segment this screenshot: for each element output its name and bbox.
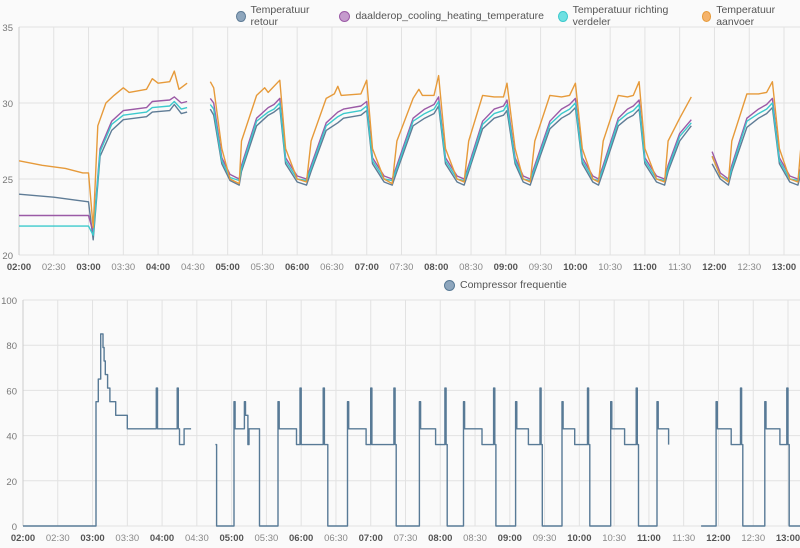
x-tick-label: 07:30	[390, 262, 414, 273]
x-tick-label: 10:30	[598, 262, 622, 273]
x-tick-label: 03:30	[111, 262, 135, 273]
x-tick-label: 04:00	[150, 533, 174, 543]
series-line-temperatuur-aanvoer	[711, 81, 800, 183]
x-tick-label: 03:30	[115, 533, 139, 543]
x-tick-label: 08:30	[463, 533, 487, 543]
legend-label: Temperatuur richting verdeler	[572, 4, 669, 28]
x-tick-label: 05:00	[219, 533, 243, 543]
y-tick-label: 80	[6, 341, 17, 352]
x-tick-label: 02:00	[11, 533, 35, 543]
x-tick-label: 02:30	[46, 533, 70, 543]
x-tick-label: 06:30	[324, 533, 348, 543]
series-line-compressor-frequentie	[23, 333, 192, 527]
x-tick-label: 09:00	[494, 262, 518, 273]
x-tick-label: 09:30	[533, 533, 557, 543]
compressor-legend: Compressor frequentie	[444, 279, 567, 291]
x-tick-label: 06:00	[289, 533, 313, 543]
legend-swatch-icon	[236, 10, 246, 22]
x-tick-label: 08:00	[428, 533, 452, 543]
series-line-daalderop-cooling-heating-temperature	[19, 96, 188, 233]
x-tick-label: 07:30	[394, 533, 418, 543]
x-tick-label: 07:00	[359, 533, 383, 543]
x-tick-label: 02:00	[7, 262, 31, 273]
x-tick-label: 02:30	[42, 262, 66, 273]
legend-swatch-icon	[558, 10, 568, 22]
temperature-plot: 20 25 30 35 02:00 02:30 03:00 03:30 04:00 04:30 05…	[2, 23, 800, 273]
legend-label: Temperatuur retour	[250, 4, 310, 28]
legend-swatch-icon	[339, 10, 351, 22]
compressor-plot: 0 20 40 60 80 100 02:00 02:30 03:00 03:30 04:00 04:…	[1, 296, 800, 544]
temperature-legend: Temperatuur retour daalderop_cooling_heat…	[236, 4, 800, 28]
y-tick-label: 40	[6, 432, 17, 443]
x-tick-label: 10:00	[567, 533, 591, 543]
y-tick-label: 20	[2, 251, 13, 262]
x-tick-label: 12:00	[702, 262, 726, 273]
compressor-chart: Compressor frequentie 0 20 40 60 80 100 02:00 0…	[0, 275, 800, 544]
series-line-temperatuur-aanvoer	[19, 70, 188, 229]
x-tick-label: 05:30	[255, 533, 279, 543]
series-line-temperatuur-richting-verdeler	[19, 100, 188, 236]
x-tick-label: 12:30	[741, 533, 765, 543]
x-tick-label: 04:00	[146, 262, 170, 273]
x-tick-label: 08:30	[459, 262, 483, 273]
series-line-compressor-frequentie	[701, 387, 800, 527]
x-tick-label: 06:30	[320, 262, 344, 273]
x-tick-label: 11:00	[633, 262, 657, 273]
x-tick-label: 10:00	[563, 262, 587, 273]
x-tick-label: 05:30	[251, 262, 275, 273]
x-tick-label: 03:00	[80, 533, 104, 543]
x-tick-label: 07:00	[355, 262, 379, 273]
x-tick-label: 13:00	[776, 533, 800, 543]
x-tick-label: 11:00	[637, 533, 661, 543]
legend-swatch-icon	[701, 10, 712, 22]
x-tick-label: 11:30	[672, 533, 695, 543]
x-tick-label: 09:00	[498, 533, 522, 543]
x-tick-label: 06:00	[285, 262, 309, 273]
y-tick-label: 35	[2, 23, 13, 34]
legend-item[interactable]: Temperatuur aanvoer	[701, 4, 800, 28]
legend-label: Temperatuur aanvoer	[716, 4, 776, 28]
legend-item[interactable]: daalderop_cooling_heating_temperature	[339, 10, 544, 22]
legend-swatch-icon	[444, 279, 455, 291]
legend-item[interactable]: Compressor frequentie	[444, 279, 567, 291]
y-tick-label: 25	[2, 175, 13, 186]
series-line-temperatuur-aanvoer	[209, 74, 692, 185]
x-tick-label: 12:30	[737, 262, 761, 273]
x-tick-label: 03:00	[76, 262, 100, 273]
x-tick-label: 04:30	[181, 262, 205, 273]
temperature-chart: Temperatuur retour daalderop_cooling_heat…	[2, 4, 800, 273]
x-tick-label: 10:30	[602, 533, 626, 543]
x-tick-label: 04:30	[185, 533, 209, 543]
x-tick-label: 11:30	[668, 262, 691, 273]
y-tick-label: 60	[6, 386, 17, 397]
y-tick-label: 0	[12, 522, 17, 533]
series-line-compressor-frequentie	[215, 387, 670, 527]
y-tick-label: 30	[2, 99, 13, 110]
x-tick-label: 05:00	[215, 262, 239, 273]
x-tick-label: 12:00	[706, 533, 730, 543]
x-tick-label: 13:00	[772, 262, 796, 273]
x-tick-label: 09:30	[529, 262, 553, 273]
y-tick-label: 20	[6, 477, 17, 488]
legend-label: Compressor frequentie	[460, 279, 567, 291]
legend-item[interactable]: Temperatuur retour	[236, 4, 325, 28]
legend-label: daalderop_cooling_heating_temperature	[355, 10, 545, 22]
y-tick-label: 100	[1, 296, 17, 307]
series-line-daalderop-cooling-heating-temperature	[711, 97, 800, 180]
legend-item[interactable]: Temperatuur richting verdeler	[558, 4, 688, 28]
x-tick-label: 08:00	[424, 262, 448, 273]
series-line-temperatuur-retour	[19, 103, 188, 241]
